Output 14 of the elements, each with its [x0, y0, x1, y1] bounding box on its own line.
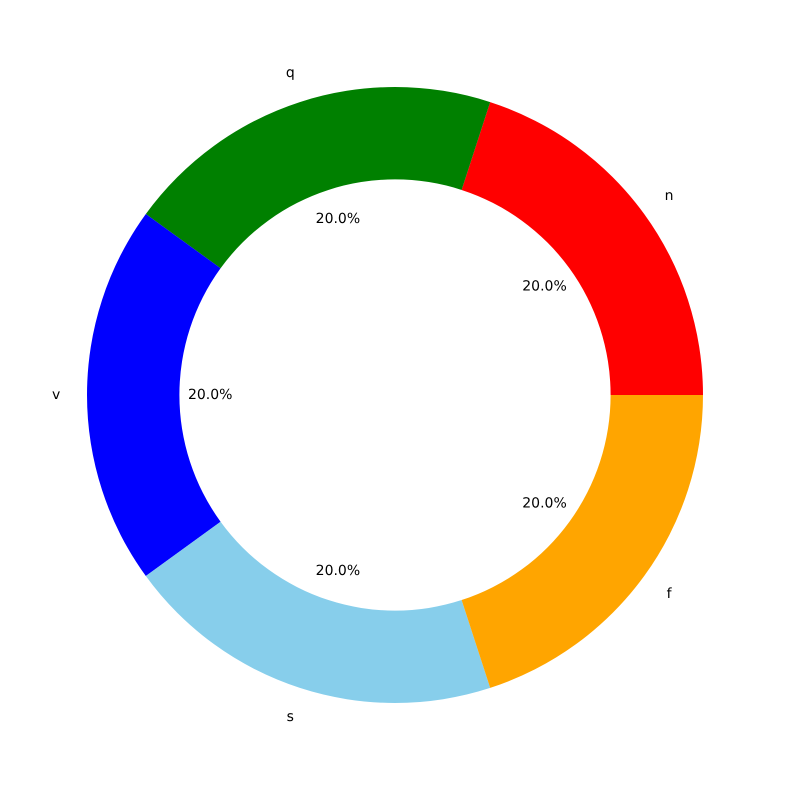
slice-label: s	[286, 709, 294, 726]
slice-label: n	[664, 188, 674, 204]
data-label: 20.0%	[188, 387, 232, 403]
donut-slice	[146, 88, 490, 268]
donut-slice	[462, 102, 703, 395]
slice-label: v	[52, 387, 60, 403]
slice-label: q	[286, 64, 295, 81]
data-label: 20.0%	[316, 562, 360, 579]
data-label: 20.0%	[316, 211, 360, 228]
data-label: 20.0%	[522, 278, 567, 294]
donut-slice	[462, 395, 703, 688]
donut-slice	[146, 522, 490, 702]
slice-label: f	[666, 586, 673, 602]
data-label: 20.0%	[522, 496, 567, 512]
